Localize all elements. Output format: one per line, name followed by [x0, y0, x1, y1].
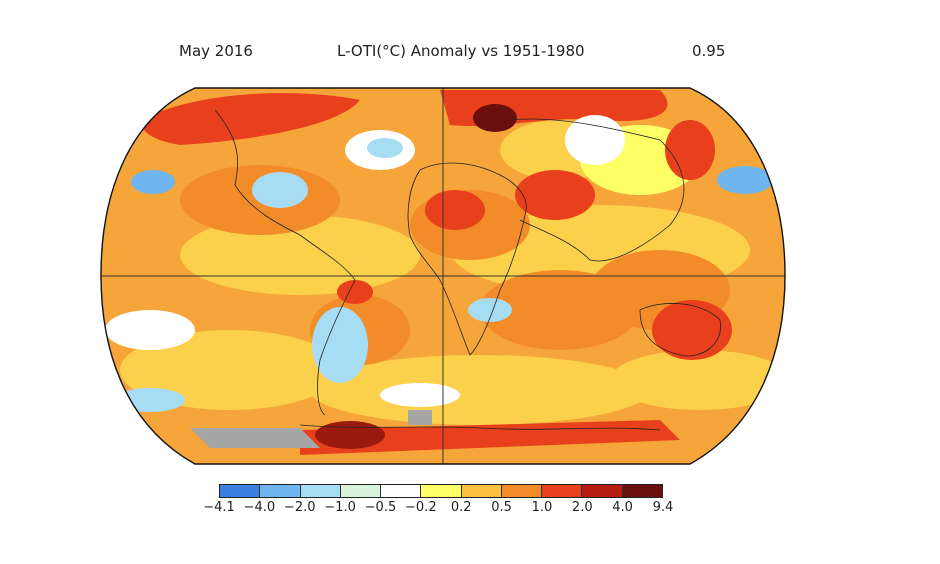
colorbar-segment	[300, 485, 341, 497]
colorbar-segment	[622, 485, 662, 497]
colorbar-segment	[381, 485, 422, 497]
colorbar-segment	[542, 485, 583, 497]
colorbar-segment	[501, 485, 543, 497]
colorbar-segment	[461, 485, 502, 497]
colorbar-ticks: −4.1 −4.0 −2.0 −1.0 −0.5 −0.2 0.2 0.5 1.0 2.0 4.0 9…	[0, 500, 940, 520]
colorbar-segment	[340, 485, 382, 497]
colorbar-segment	[582, 485, 623, 497]
colorbar-tick-label: 4.0	[612, 500, 633, 515]
colorbar-tick-label: 0.2	[450, 500, 472, 515]
colorbar-tick-label: −0.2	[405, 500, 437, 515]
colorbar-segment	[220, 485, 261, 497]
colorbar-tick-label: 2.0	[571, 500, 593, 515]
colorbar-tick-label: 9.4	[652, 500, 674, 515]
coastlines	[214, 109, 722, 431]
colorbar-segment	[421, 485, 462, 497]
anomaly-field	[101, 88, 785, 464]
colorbar	[219, 484, 663, 498]
colorbar-tick-label: −2.0	[283, 500, 316, 515]
colorbar-tick-label: 1.0	[531, 500, 553, 515]
colorbar-tick-label: −4.1	[203, 500, 235, 515]
colorbar-tick-label: −4.0	[243, 500, 276, 515]
colorbar-segment	[260, 485, 301, 497]
colorbar-tick-label: −1.0	[324, 500, 356, 515]
colorbar-tick-label: 0.5	[491, 500, 512, 515]
global-mean-value: 0.95	[692, 42, 726, 60]
map-border	[100, 87, 786, 465]
map-title: L-OTI(°C) Anomaly vs 1951-1980	[337, 42, 585, 60]
colorbar-tick-label: −0.5	[364, 500, 397, 515]
map-date-label: May 2016	[179, 42, 253, 60]
